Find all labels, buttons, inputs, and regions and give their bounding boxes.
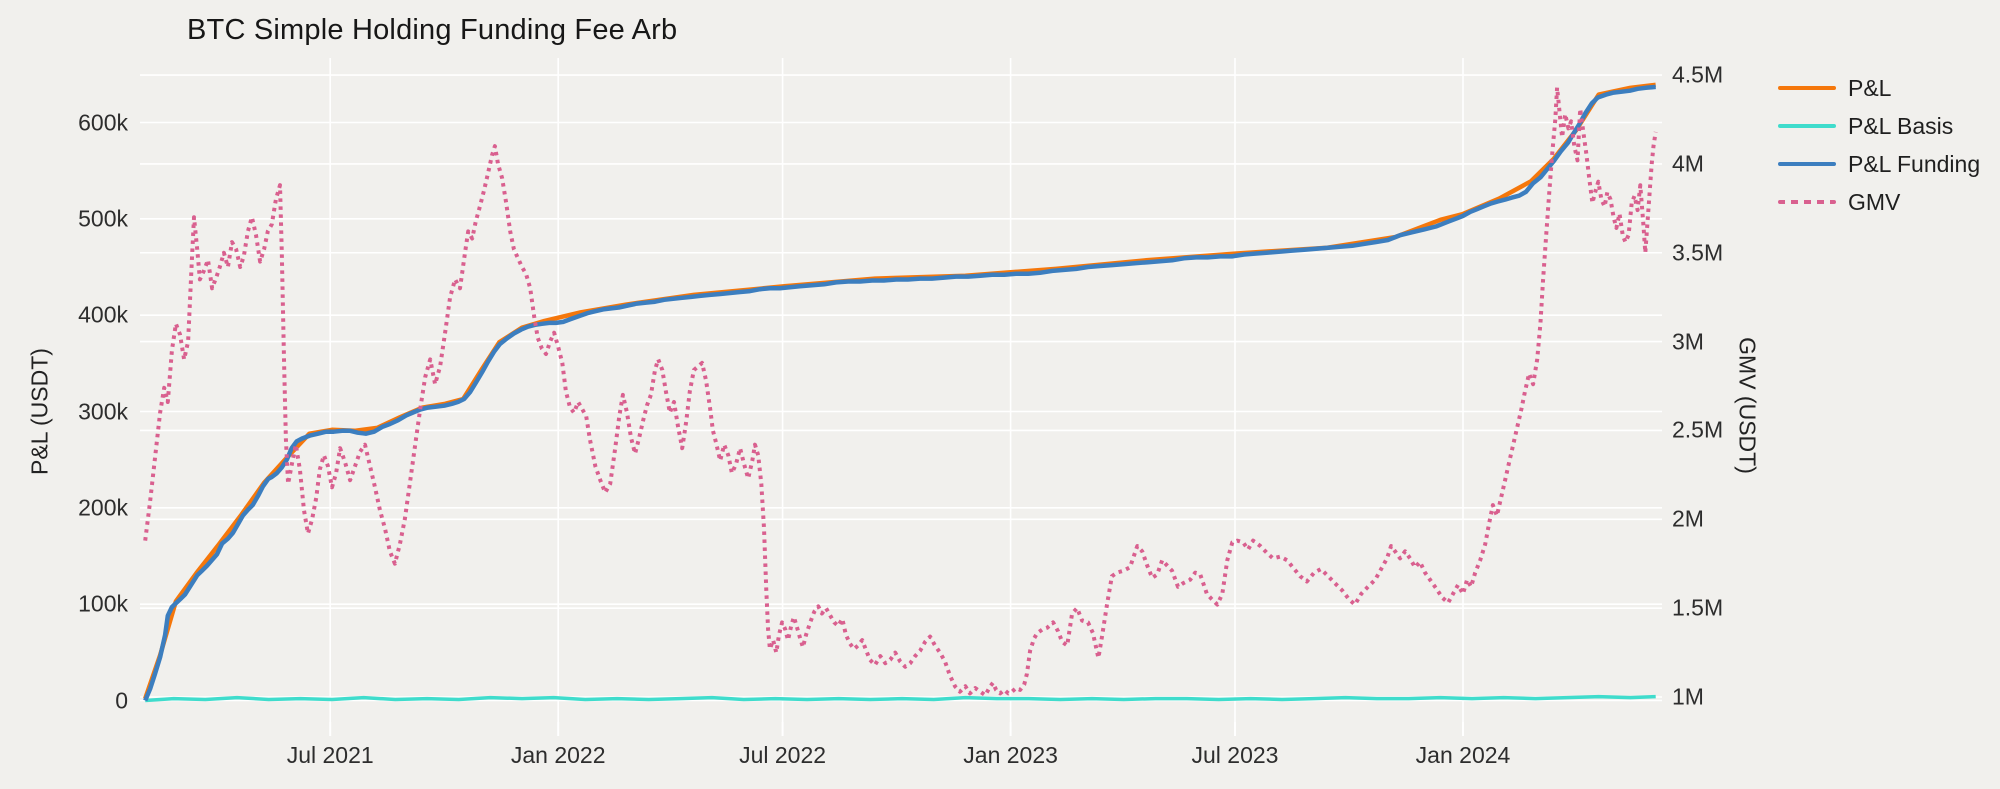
y-tick-label-left: 400k bbox=[78, 301, 128, 328]
series-line-p-l-basis[interactable] bbox=[145, 694, 1656, 703]
y-tick-label-left: 300k bbox=[78, 398, 128, 424]
legend-item-label: P&L Funding bbox=[1848, 150, 1981, 177]
y-tick-label-left: 500k bbox=[78, 205, 128, 232]
y-tick-label-left: 100k bbox=[78, 590, 128, 617]
series-line-p-l[interactable] bbox=[143, 82, 1656, 700]
y-tick-label-right: 4.5M bbox=[1672, 61, 1724, 88]
series-line-gmv[interactable] bbox=[143, 85, 1658, 698]
y-tick-label-right: 3M bbox=[1672, 328, 1704, 355]
y-tick-label-right: 1.5M bbox=[1672, 594, 1724, 621]
y-tick-label-left: 200k bbox=[78, 494, 128, 521]
y-tick-label-right: 1M bbox=[1672, 683, 1704, 710]
legend-line-swatch-icon bbox=[1778, 162, 1836, 166]
series-line-p-l-funding[interactable] bbox=[143, 84, 1656, 702]
y-tick-label-right: 4M bbox=[1672, 150, 1704, 177]
legend-item-label: GMV bbox=[1848, 188, 1901, 215]
legend-item-p-l[interactable]: P&L bbox=[1778, 69, 1980, 107]
legend-item-p-l-funding[interactable]: P&L Funding bbox=[1778, 145, 1980, 183]
x-tick-label: Jan 2024 bbox=[1415, 742, 1511, 768]
y-tick-label-right: 2.5M bbox=[1672, 416, 1724, 443]
legend: P&L P&L Basis P&L Funding GMV bbox=[1778, 69, 1980, 221]
y-tick-label-right: 3.5M bbox=[1672, 239, 1724, 266]
x-tick-label: Jan 2022 bbox=[510, 742, 606, 768]
x-tick-label: Jan 2023 bbox=[963, 742, 1058, 768]
legend-line-swatch-icon bbox=[1778, 200, 1836, 204]
legend-item-gmv[interactable]: GMV bbox=[1778, 183, 1980, 221]
legend-line-swatch-icon bbox=[1778, 86, 1836, 90]
y-tick-label-right: 2M bbox=[1672, 505, 1704, 532]
legend-line-swatch-icon bbox=[1778, 124, 1836, 128]
x-tick-label: Jul 2021 bbox=[286, 742, 374, 768]
x-tick-label: Jul 2022 bbox=[739, 742, 827, 768]
y-tick-label-left: 0 bbox=[115, 687, 128, 713]
chart-title: BTC Simple Holding Funding Fee Arb bbox=[187, 14, 678, 46]
x-tick-label: Jul 2023 bbox=[1191, 742, 1279, 768]
legend-item-label: P&L Basis bbox=[1848, 112, 1954, 139]
y-tick-label-left: 600k bbox=[78, 109, 128, 135]
legend-item-label: P&L bbox=[1848, 74, 1892, 101]
legend-item-p-l-basis[interactable]: P&L Basis bbox=[1778, 107, 1980, 145]
y-axis-title-right: GMV (USDT) bbox=[1734, 337, 1761, 474]
